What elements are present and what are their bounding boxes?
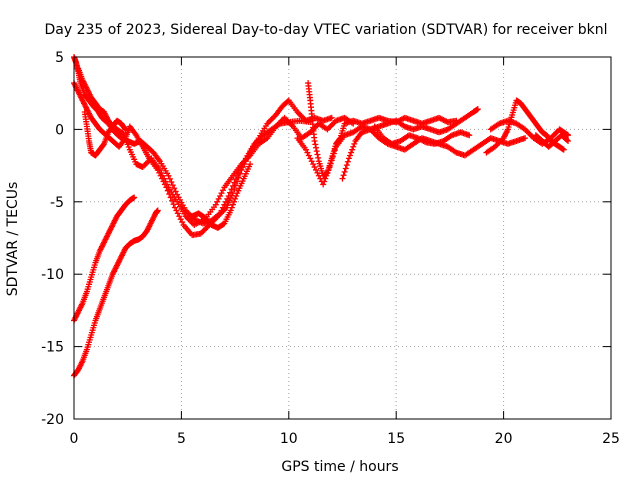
series-track-14 xyxy=(532,132,572,150)
x-tick-label: 15 xyxy=(387,431,405,447)
data-point xyxy=(351,140,358,147)
data-point xyxy=(123,138,130,145)
data-point xyxy=(120,130,127,137)
data-point xyxy=(323,172,330,179)
data-point xyxy=(345,155,352,162)
series-track-11 xyxy=(371,123,473,147)
data-point xyxy=(341,168,348,175)
series-track-7 xyxy=(71,207,161,379)
data-point xyxy=(172,188,179,195)
data-point xyxy=(328,114,335,121)
x-axis-label: GPS time / hours xyxy=(281,459,398,475)
data-point xyxy=(121,125,128,132)
data-point xyxy=(119,130,126,137)
data-point xyxy=(321,178,328,185)
series-track-5 xyxy=(189,161,254,231)
series-track-13 xyxy=(487,117,572,147)
data-point xyxy=(322,175,329,182)
data-point xyxy=(169,182,176,189)
data-point xyxy=(231,198,238,205)
data-point xyxy=(328,157,335,164)
data-point xyxy=(166,175,173,182)
data-point xyxy=(339,175,346,182)
data-series xyxy=(71,54,572,379)
data-point xyxy=(313,144,320,151)
x-tick-label: 20 xyxy=(495,431,513,447)
data-point xyxy=(312,141,319,148)
grid-lines xyxy=(74,57,611,419)
data-point xyxy=(229,201,236,208)
data-point xyxy=(171,185,178,192)
data-point xyxy=(326,164,333,171)
y-tick-label: -15 xyxy=(41,340,64,356)
data-point xyxy=(563,137,570,144)
data-point xyxy=(235,174,242,181)
y-tick-label: -10 xyxy=(41,267,64,283)
data-point xyxy=(315,154,322,161)
data-point xyxy=(522,135,529,142)
y-tick-label: 5 xyxy=(55,50,64,66)
data-point xyxy=(344,158,351,165)
data-point xyxy=(154,207,161,214)
data-point xyxy=(228,204,235,211)
data-point xyxy=(124,141,131,148)
data-point xyxy=(474,106,481,113)
data-point xyxy=(125,144,132,151)
data-point xyxy=(324,169,331,176)
data-point xyxy=(347,152,354,159)
data-point xyxy=(234,178,241,185)
data-point xyxy=(165,172,172,179)
data-point xyxy=(122,136,129,143)
data-point xyxy=(233,193,240,200)
data-point xyxy=(565,137,572,144)
y-axis-label: SDTVAR / TECUs xyxy=(5,182,21,297)
data-point xyxy=(131,194,138,201)
data-point xyxy=(313,148,320,155)
data-point xyxy=(329,153,336,160)
data-point xyxy=(325,166,332,173)
data-point xyxy=(330,150,337,157)
data-point xyxy=(247,161,254,168)
data-point xyxy=(122,126,129,133)
y-tick-label: -5 xyxy=(50,195,64,211)
x-tick-label: 25 xyxy=(602,431,620,447)
x-tick-label: 0 xyxy=(70,431,79,447)
data-point xyxy=(168,179,175,186)
axis-ticks xyxy=(73,56,612,420)
series-track-4 xyxy=(81,109,129,159)
data-point xyxy=(311,137,318,144)
data-point xyxy=(350,143,357,150)
data-point xyxy=(327,160,334,167)
data-point xyxy=(169,197,176,204)
data-point xyxy=(348,149,355,156)
series-track-6 xyxy=(71,194,138,324)
data-point xyxy=(349,146,356,153)
y-tick-label: -20 xyxy=(41,412,64,428)
data-point xyxy=(560,146,567,153)
data-point xyxy=(340,172,347,179)
data-point xyxy=(170,201,177,208)
plot-border xyxy=(73,56,612,420)
data-point xyxy=(320,181,327,188)
x-tick-label: 5 xyxy=(177,431,186,447)
data-point xyxy=(237,170,244,177)
x-tick-label: 10 xyxy=(280,431,298,447)
data-point xyxy=(565,132,572,139)
chart-title: Day 235 of 2023, Sidereal Day-to-day VTE… xyxy=(45,22,608,38)
series-track-3 xyxy=(75,65,357,228)
axis-tick-labels: 0 5 10 15 20 25 5 0 -5 -10 -15 -20 xyxy=(41,50,620,447)
data-point xyxy=(121,133,128,140)
data-point xyxy=(466,132,473,139)
data-point xyxy=(232,195,239,202)
data-point xyxy=(342,165,349,172)
data-point xyxy=(314,151,321,158)
y-tick-label: 0 xyxy=(55,122,64,138)
data-point xyxy=(331,147,338,154)
data-point xyxy=(227,207,234,214)
data-point xyxy=(231,186,238,193)
data-point xyxy=(343,162,350,169)
